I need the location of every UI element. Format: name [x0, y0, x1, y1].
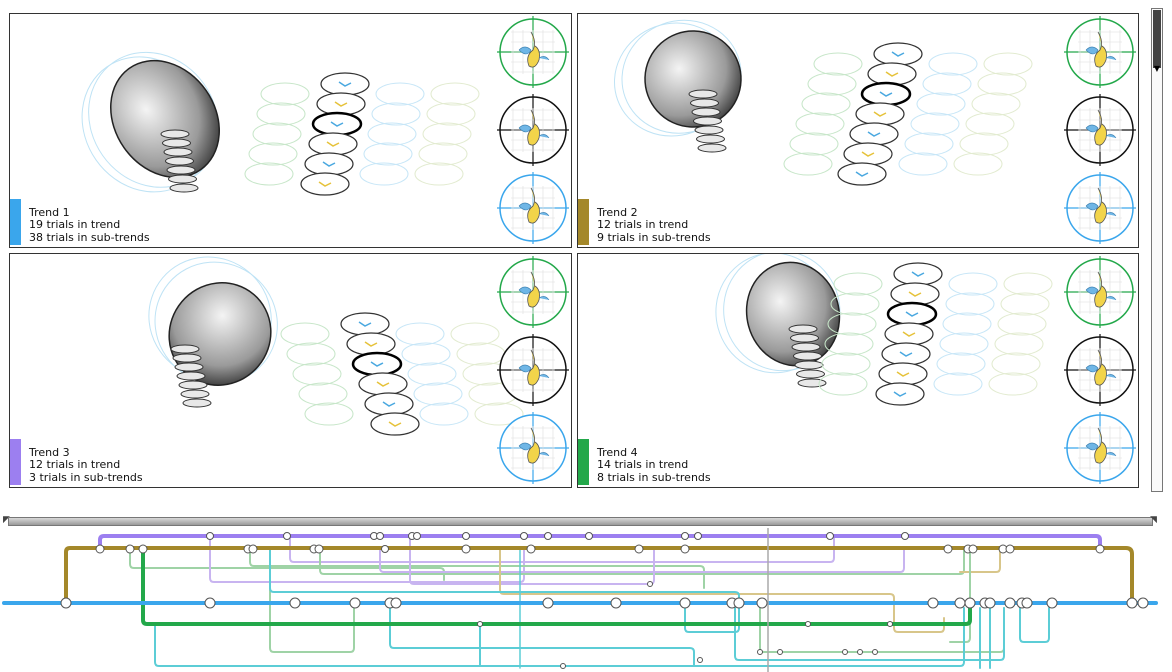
trend-panel-1[interactable]: Trend 1 19 trials in trend 38 trials in … [9, 13, 572, 248]
trend-panel-2[interactable]: Trend 2 12 trials in trend 9 trials in s… [577, 13, 1139, 248]
timeline-range-bar[interactable] [8, 517, 1153, 526]
range-right-handle-icon[interactable]: ◥ [1150, 515, 1157, 525]
top-view-dial-icon [1064, 256, 1136, 328]
trend-timeline-map[interactable] [0, 528, 1172, 672]
side-view-dial-icon [1064, 94, 1136, 166]
vertical-scrollbar[interactable]: ▼ [1151, 8, 1163, 492]
head-spine-scene [715, 254, 1136, 484]
trend-subtrials: 38 trials in sub-trends [29, 230, 150, 244]
head-spine-scene [81, 16, 569, 244]
scroll-down-arrow-icon[interactable]: ▼ [1153, 64, 1161, 73]
trend-title: Trend 1 [29, 205, 70, 219]
trend-color-swatch [10, 199, 21, 245]
front-view-dial-icon [497, 172, 569, 244]
trend-legend: Trend 4 14 trials in trend 8 trials in s… [578, 439, 711, 485]
trend-color-swatch [578, 439, 589, 485]
front-view-dial-icon [497, 412, 569, 484]
top-view-dial-icon [1064, 16, 1136, 88]
trend-panel-4[interactable]: Trend 4 14 trials in trend 8 trials in s… [577, 253, 1139, 488]
trend-legend: Trend 1 19 trials in trend 38 trials in … [10, 199, 150, 245]
trend-subtrials: 9 trials in sub-trends [597, 230, 711, 244]
trend-title: Trend 3 [29, 445, 70, 459]
trend-trials: 19 trials in trend [29, 218, 121, 231]
trend-panel-3[interactable]: Trend 3 12 trials in trend 3 trials in s… [9, 253, 572, 488]
scrollbar-thumb[interactable] [1153, 10, 1161, 68]
side-view-dial-icon [497, 334, 569, 406]
head-spine-scene [148, 256, 569, 484]
trend-color-swatch [578, 199, 589, 245]
trend-legend: Trend 3 12 trials in trend 3 trials in s… [10, 439, 143, 485]
trend-trials: 12 trials in trend [597, 218, 689, 231]
top-view-dial-icon [497, 16, 569, 88]
trend-title: Trend 4 [597, 445, 638, 459]
front-view-dial-icon [1064, 172, 1136, 244]
front-view-dial-icon [1064, 412, 1136, 484]
side-view-dial-icon [497, 94, 569, 166]
head-spine-scene [613, 16, 1136, 244]
trend-subtrials: 8 trials in sub-trends [597, 470, 711, 484]
trend-trials: 14 trials in trend [597, 458, 689, 471]
trend-subtrials: 3 trials in sub-trends [29, 470, 143, 484]
top-view-dial-icon [497, 256, 569, 328]
trend-legend: Trend 2 12 trials in trend 9 trials in s… [578, 199, 711, 245]
range-left-handle-icon[interactable]: ◤ [3, 515, 10, 525]
trend-trials: 12 trials in trend [29, 458, 121, 471]
side-view-dial-icon [1064, 334, 1136, 406]
trend-title: Trend 2 [597, 205, 638, 219]
trend-color-swatch [10, 439, 21, 485]
